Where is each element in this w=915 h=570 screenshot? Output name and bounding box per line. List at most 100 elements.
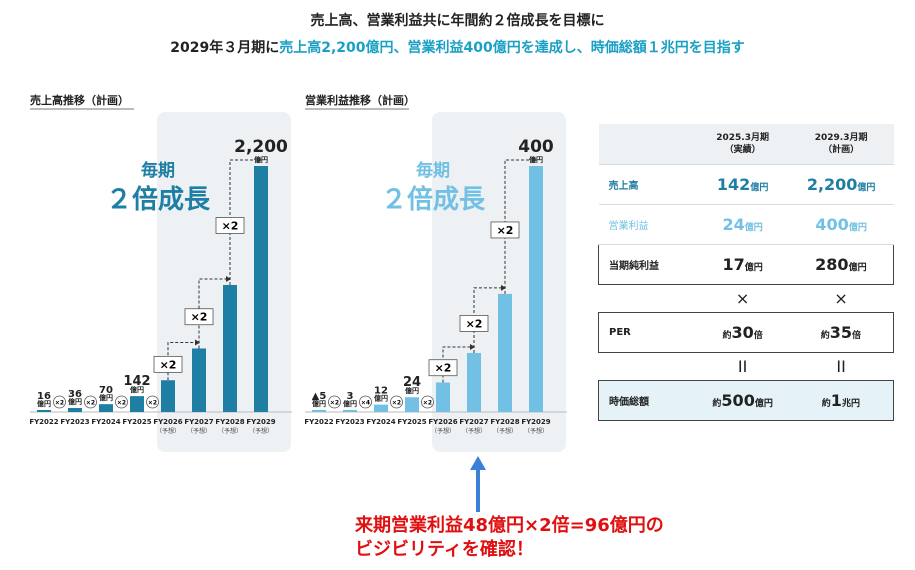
x-tick-label: FY2028 [490, 418, 519, 426]
data-label: 142 [123, 374, 150, 389]
growth-box [459, 315, 489, 332]
x-tick-sublabel: （予想） [218, 427, 242, 435]
x-tick-label: FY2027 [184, 418, 213, 426]
growth-circle-label: ×2 [330, 400, 339, 407]
kpi-label-sales: 売上高 [598, 164, 697, 205]
kpi-equals-2025: II [737, 356, 748, 376]
kpi-row-sales: 売上高 142億円 2,200億円 [598, 164, 894, 205]
growth-circle [328, 395, 341, 409]
bar [130, 396, 144, 412]
kpi-per-2029-unit: 倍 [852, 330, 862, 341]
growth-circle [53, 395, 66, 409]
data-label: 24 [403, 375, 421, 390]
x-tick-sublabel: （予想） [431, 427, 455, 435]
kpi-per-2029-value: 35 [829, 322, 852, 342]
kpi-op-2029-unit: 億円 [848, 222, 867, 233]
kpi-sales-2025: 142億円 [696, 164, 789, 205]
bar [223, 284, 237, 412]
kpi-per-2025-prefix: 約 [722, 330, 732, 341]
growth-box-label: ×2 [435, 362, 452, 375]
kpi-sales-2025-unit: 億円 [750, 182, 769, 193]
kpi-row-equals: II II [599, 352, 894, 380]
growth-arrowhead [532, 157, 537, 163]
growth-circle-label: ×2 [117, 400, 126, 407]
annotation-line2: ２倍成長 [381, 184, 486, 215]
kpi-mcap-2025-value: 500 [721, 390, 755, 410]
growth-arrowhead [195, 339, 200, 346]
x-tick-sublabel: （予想） [493, 427, 517, 435]
x-tick-label: FY2029 [246, 418, 275, 426]
kpi-label-per: PER [598, 311, 697, 353]
x-tick-label: FY2022 [29, 418, 58, 426]
kpi-mcap-2029: 約1兆円 [788, 379, 894, 421]
growth-box-label: ×2 [222, 219, 239, 232]
headline-line2-prefix: 2029年３月期に [170, 40, 280, 56]
headline-line1: 売上高、営業利益共に年間約２倍成長を目標に [310, 13, 605, 29]
x-tick-label: FY2024 [366, 418, 395, 426]
data-label-unit: 億円 [130, 385, 144, 394]
kpi-times-2029: × [834, 288, 848, 308]
bar [529, 166, 543, 412]
bar [405, 397, 419, 412]
data-label: ▲5 [312, 391, 327, 402]
kpi-equals-blank [599, 352, 697, 380]
growth-circle [421, 395, 434, 409]
kpi-op-2025-unit: 億円 [744, 222, 763, 233]
x-tick-label: FY2029 [521, 418, 550, 426]
chart-title: 営業利益推移（計画） [305, 93, 415, 107]
data-label-unit: 億円 [343, 399, 357, 408]
data-label-unit: 億円 [312, 399, 326, 408]
growth-box-label: ×2 [497, 224, 514, 237]
kpi-op-2029: 400億円 [788, 204, 894, 245]
kpi-mcap-2025: 約500億円 [696, 379, 789, 421]
kpi-row-times: × × [599, 284, 894, 312]
kpi-mcap-2025-prefix: 約 [712, 398, 722, 409]
bar [37, 410, 51, 412]
kpi-row-net-income: 当期純利益 17億円 280億円 [598, 243, 894, 285]
x-tick-label: FY2025 [122, 418, 151, 426]
annotation-line2: ２倍成長 [106, 184, 211, 215]
data-label: 36 [68, 389, 82, 400]
growth-arrowhead [501, 284, 506, 291]
kpi-label-net-income: 当期純利益 [598, 243, 697, 285]
x-tick-label: FY2027 [459, 418, 488, 426]
data-label-unit: 億円 [374, 394, 388, 403]
growth-box [490, 221, 520, 239]
data-label-unit: 億円 [37, 399, 51, 408]
kpi-per-2025: 約30倍 [696, 311, 789, 353]
kpi-header-2025: 2025.3月期 （実績） [696, 124, 789, 165]
kpi-row-per: PER 約30倍 約35倍 [598, 311, 894, 353]
annotation-line1: 毎期 [416, 160, 450, 181]
sales-chart-svg: 売上高推移（計画）FY2022 FY2023 FY2024 FY2025 FY2026（… [29, 93, 292, 452]
kpi-net-2029-value: 280 [815, 254, 849, 274]
x-tick-sublabel: （予想） [156, 427, 180, 435]
callout-line1: 来期営業利益48億円×2倍=96億円の [355, 515, 664, 536]
op-profit-chart: 営業利益推移（計画） FY2022 FY2023 FY2024 FY2025 FY2026… [304, 90, 575, 455]
growth-circle-label: ×2 [86, 400, 95, 407]
x-tick-label: FY2024 [91, 418, 120, 426]
kpi-op-2025: 24億円 [696, 204, 789, 245]
data-label: 70 [99, 385, 113, 396]
headline-line2: 2029年３月期に売上高2,200億円、営業利益400億円を達成し、時価総額１兆… [0, 37, 915, 57]
bar [312, 410, 326, 412]
data-label: 400 [518, 137, 554, 157]
x-tick-label: FY2026 [153, 418, 182, 426]
growth-circle [146, 395, 159, 409]
growth-circle [359, 395, 372, 409]
growth-box [153, 355, 183, 373]
bar [374, 404, 388, 412]
growth-circle-label: ×2 [55, 400, 64, 407]
growth-connector [504, 159, 532, 294]
kpi-header-row: 2025.3月期 （実績） 2029.3月期 （計画） [598, 124, 894, 165]
bar [467, 352, 481, 412]
bar [161, 380, 175, 412]
kpi-sales-2025-value: 142 [716, 174, 751, 194]
x-tick-sublabel: （予想） [462, 427, 486, 435]
growth-box-label: ×2 [191, 311, 208, 324]
bar [498, 293, 512, 412]
kpi-sales-2029: 2,200億円 [788, 164, 894, 205]
growth-circle-label: ×2 [423, 400, 432, 407]
kpi-per-2025-unit: 倍 [753, 330, 763, 341]
headline-line2-highlight: 売上高2,200億円、営業利益400億円を達成し、時価総額１兆円を目指す [279, 40, 745, 56]
data-label-unit: 億円 [68, 397, 82, 406]
